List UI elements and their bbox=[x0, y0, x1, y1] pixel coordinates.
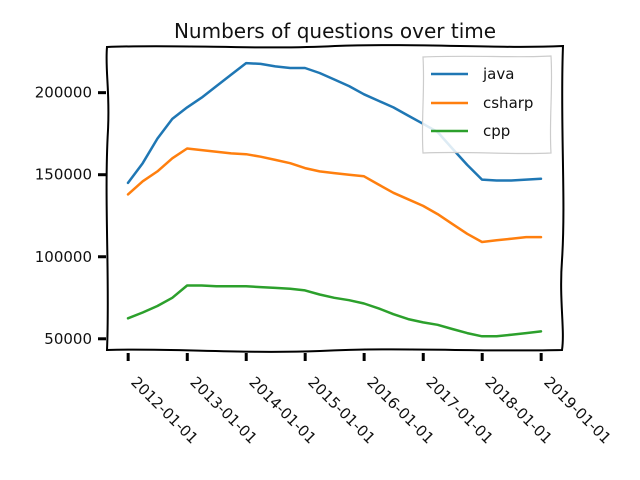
series-line-csharp bbox=[126, 147, 543, 244]
legend-label-cpp: cpp bbox=[483, 122, 510, 140]
y-tick-label: 100000 bbox=[35, 248, 92, 266]
legend: java csharp cpp bbox=[421, 55, 553, 155]
x-axis-ticks: 2012-01-012013-01-012014-01-012015-01-01… bbox=[126, 353, 615, 447]
y-tick-label: 50000 bbox=[44, 330, 92, 348]
chart-title: Numbers of questions over time bbox=[174, 19, 496, 43]
series-line-cpp bbox=[126, 284, 543, 338]
series-lines bbox=[126, 61, 543, 338]
y-tick-label: 200000 bbox=[35, 84, 92, 102]
series-line-java bbox=[126, 61, 543, 185]
axes-frame bbox=[105, 44, 565, 353]
y-axis-ticks: 50000 100000 150000 200000 bbox=[35, 84, 106, 348]
legend-label-java: java bbox=[482, 65, 514, 83]
legend-box bbox=[421, 55, 553, 155]
legend-label-csharp: csharp bbox=[483, 94, 533, 112]
y-tick-label: 150000 bbox=[35, 166, 92, 184]
